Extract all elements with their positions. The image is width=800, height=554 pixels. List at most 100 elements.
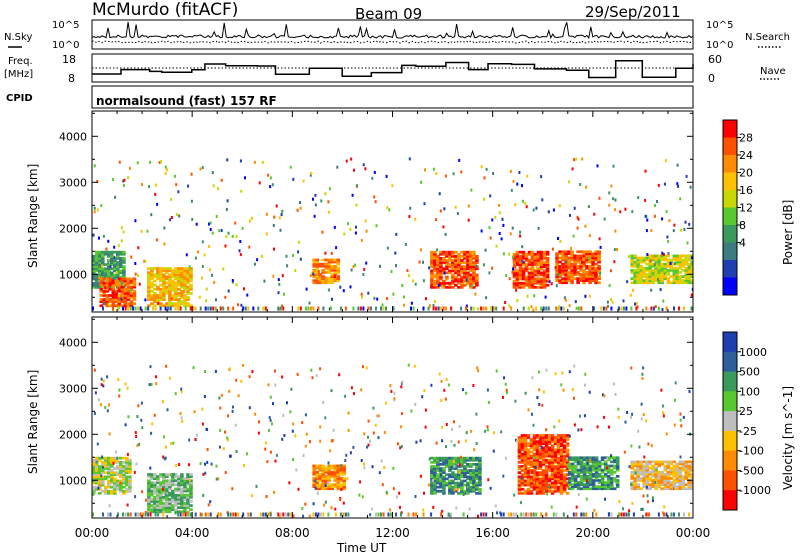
heatmap-cell xyxy=(663,472,668,476)
scatter-cell xyxy=(208,222,210,226)
heatmap-cell xyxy=(553,477,558,481)
heatmap-cell xyxy=(669,264,674,268)
heatmap-cell xyxy=(585,256,589,260)
scatter-cell xyxy=(360,238,363,242)
heatmap-cell xyxy=(570,475,575,478)
heatmap-cell xyxy=(147,475,151,478)
heatmap-cell xyxy=(125,487,129,491)
heatmap-cell xyxy=(189,495,193,499)
heatmap-cell xyxy=(630,464,634,468)
heatmap-cell xyxy=(675,470,680,474)
ground-cell xyxy=(164,306,167,311)
heatmap-cell xyxy=(573,256,577,260)
heatmap-cell xyxy=(524,257,529,260)
scatter-cell xyxy=(116,459,119,463)
heatmap-cell xyxy=(515,283,520,287)
heatmap-cell xyxy=(600,477,605,480)
scatter-cell xyxy=(312,197,314,201)
heatmap-cell xyxy=(333,266,337,270)
heatmap-cell xyxy=(524,269,529,273)
heatmap-cell xyxy=(651,475,655,478)
heatmap-cell xyxy=(645,479,649,482)
scatter-cell xyxy=(97,486,100,490)
heatmap-cell xyxy=(168,283,172,287)
scatter-cell xyxy=(435,218,438,222)
heatmap-cell xyxy=(98,471,102,474)
scatter-cell xyxy=(108,504,111,508)
heatmap-cell xyxy=(675,487,680,491)
heatmap-cell xyxy=(336,479,340,482)
scatter-cell xyxy=(264,447,267,451)
heatmap-cell xyxy=(442,485,446,489)
heatmap-cell xyxy=(657,254,661,258)
heatmap-cell xyxy=(469,465,473,468)
heatmap-cell xyxy=(666,260,671,264)
heatmap-cell xyxy=(536,281,541,285)
scatter-cell xyxy=(150,213,153,217)
heatmap-cell xyxy=(180,500,184,503)
ground-cell xyxy=(179,306,182,311)
heatmap-cell xyxy=(636,477,640,480)
heatmap-cell xyxy=(532,458,537,462)
heatmap-cell xyxy=(684,262,689,266)
heatmap-cell xyxy=(472,279,476,283)
heatmap-cell xyxy=(567,479,572,482)
heatmap-cell xyxy=(573,262,577,266)
heatmap-cell xyxy=(636,468,640,472)
heatmap-cell xyxy=(672,481,677,484)
heatmap-cell xyxy=(542,277,547,281)
heatmap-cell xyxy=(183,506,187,509)
heatmap-cell xyxy=(663,277,668,280)
heatmap-cell xyxy=(553,467,558,470)
ground-cell xyxy=(277,306,280,311)
scatter-cell xyxy=(308,301,311,305)
heatmap-cell xyxy=(174,504,178,507)
heatmap-cell xyxy=(535,448,540,452)
heatmap-cell xyxy=(150,267,154,270)
ground-cell xyxy=(284,512,287,517)
heatmap-cell xyxy=(110,473,114,477)
scatter-cell xyxy=(369,513,372,517)
heatmap-cell xyxy=(553,483,558,487)
heatmap-cell xyxy=(550,434,555,437)
heatmap-cell xyxy=(153,287,157,291)
heatmap-cell xyxy=(585,279,589,282)
scatter-cell xyxy=(514,282,517,286)
heatmap-cell xyxy=(585,273,589,276)
heatmap-cell xyxy=(442,286,446,289)
heatmap-cell xyxy=(147,304,151,308)
ground-cell xyxy=(259,512,262,517)
heatmap-cell xyxy=(333,466,337,470)
heatmap-cell xyxy=(448,263,452,266)
heatmap-cell xyxy=(165,269,169,272)
heatmap-cell xyxy=(675,273,680,276)
scatter-cell xyxy=(194,438,197,441)
heatmap-cell xyxy=(183,296,187,299)
heatmap-cell xyxy=(171,271,175,274)
heatmap-cell xyxy=(687,256,692,260)
heatmap-cell xyxy=(553,448,558,452)
heatmap-cell xyxy=(654,462,658,466)
scatter-cell xyxy=(202,472,205,476)
heatmap-cell xyxy=(177,479,181,483)
heatmap-cell xyxy=(517,438,522,441)
heatmap-cell xyxy=(529,463,534,466)
scatter-cell xyxy=(127,176,130,180)
heatmap-cell xyxy=(666,269,671,272)
heatmap-cell xyxy=(92,277,96,281)
heatmap-cell xyxy=(457,458,461,462)
heatmap-cell xyxy=(645,266,649,270)
heatmap-cell xyxy=(132,285,137,289)
heatmap-cell xyxy=(594,252,598,256)
heatmap-cell xyxy=(603,475,608,478)
ground-cell xyxy=(580,306,583,311)
heatmap-cell xyxy=(573,277,577,280)
heatmap-cell xyxy=(150,289,154,293)
heatmap-cell xyxy=(436,275,440,279)
scatter-cell xyxy=(364,219,367,223)
heatmap-cell xyxy=(439,281,443,285)
heatmap-cell xyxy=(116,465,120,468)
heatmap-cell xyxy=(657,464,661,468)
heatmap-cell xyxy=(454,456,458,460)
ground-cell xyxy=(500,512,503,517)
